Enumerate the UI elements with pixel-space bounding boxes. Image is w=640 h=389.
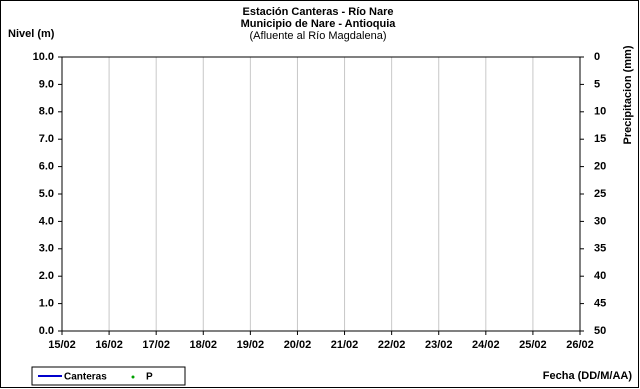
chart-subtitle: (Afluente al Río Magdalena) — [250, 30, 387, 42]
legend-label: Canteras — [64, 372, 107, 383]
y2-tick-label: 0 — [594, 51, 600, 63]
y2-tick-label: 25 — [594, 188, 606, 200]
y-tick-label: 4.0 — [39, 215, 54, 227]
y2-tick-label: 40 — [594, 270, 606, 282]
y-tick-label: 5.0 — [39, 188, 54, 200]
x-tick-label: 25/02 — [519, 339, 547, 351]
chart-title: Estación Canteras - Río Nare — [243, 6, 394, 18]
y-tick-label: 6.0 — [39, 161, 54, 173]
y2-tick-label: 15 — [594, 133, 606, 145]
y-tick-label: 3.0 — [39, 243, 54, 255]
x-tick-label: 21/02 — [331, 339, 359, 351]
y-tick-label: 9.0 — [39, 78, 54, 90]
x-tick-label: 19/02 — [237, 339, 265, 351]
x-tick-label: 18/02 — [190, 339, 218, 351]
y-tick-label: 2.0 — [39, 270, 54, 282]
x-tick-label: 16/02 — [95, 339, 123, 351]
y2-tick-label: 30 — [594, 215, 606, 227]
y-tick-label: 1.0 — [39, 298, 54, 310]
legend-label: P — [146, 372, 153, 383]
x-tick-label: 26/02 — [566, 339, 594, 351]
x-tick-label: 22/02 — [378, 339, 406, 351]
x-tick-label: 17/02 — [142, 339, 170, 351]
y-tick-label: 0.0 — [39, 325, 54, 337]
y-tick-label: 7.0 — [39, 133, 54, 145]
y-axis-label: Nivel (m) — [8, 28, 55, 40]
y-tick-label: 8.0 — [39, 106, 54, 118]
y2-tick-label: 50 — [594, 325, 606, 337]
y2-tick-label: 10 — [594, 106, 606, 118]
x-tick-label: 15/02 — [48, 339, 76, 351]
y2-tick-label: 45 — [594, 298, 606, 310]
x-tick-label: 24/02 — [472, 339, 500, 351]
y-tick-label: 10.0 — [33, 51, 54, 63]
y2-tick-label: 20 — [594, 161, 606, 173]
x-tick-label: 20/02 — [284, 339, 312, 351]
y2-axis-label: Precipitacion (mm) — [622, 45, 634, 144]
legend — [31, 366, 186, 386]
x-tick-label: 23/02 — [425, 339, 453, 351]
chart-subtitle: Municipio de Nare - Antioquia — [241, 18, 397, 30]
x-axis-label: Fecha (DD/M/AA) — [543, 370, 633, 382]
legend-swatch — [131, 375, 135, 379]
y2-tick-label: 35 — [594, 243, 606, 255]
y2-tick-label: 5 — [594, 78, 600, 90]
